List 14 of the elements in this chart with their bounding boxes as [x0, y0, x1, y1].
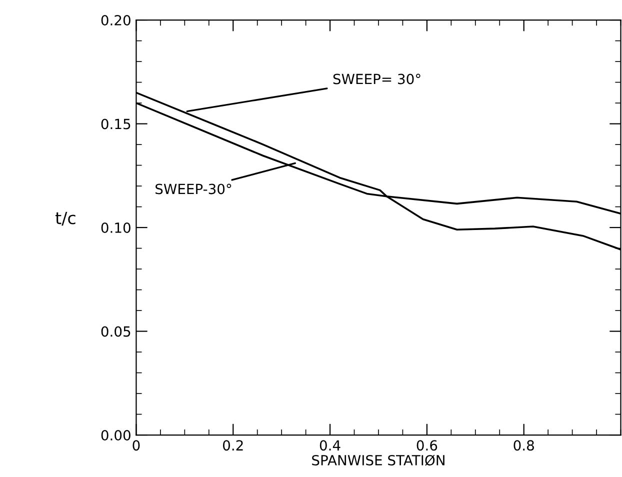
x-tick-label: 0.6: [416, 440, 438, 451]
x-tick-label: 0.8: [514, 440, 534, 451]
x-tick-label: 0: [132, 440, 140, 451]
y-tick-label: 0.05: [101, 326, 130, 337]
x-tick-label: 0.2: [223, 440, 243, 451]
y-axis-title: t/c: [56, 212, 76, 226]
annotation: SWEEP= 30°: [333, 74, 420, 84]
x-axis-title: SPANWISE STATIØN: [312, 454, 444, 466]
y-tick-label: 0.20: [101, 15, 130, 26]
y-tick-label: 0.00: [101, 430, 130, 440]
y-tick-label: 0.15: [101, 118, 130, 130]
x-tick-label: 0.4: [320, 440, 340, 451]
annotation: SWEEP-30°: [156, 184, 232, 194]
y-tick-label: 0.10: [101, 222, 130, 234]
